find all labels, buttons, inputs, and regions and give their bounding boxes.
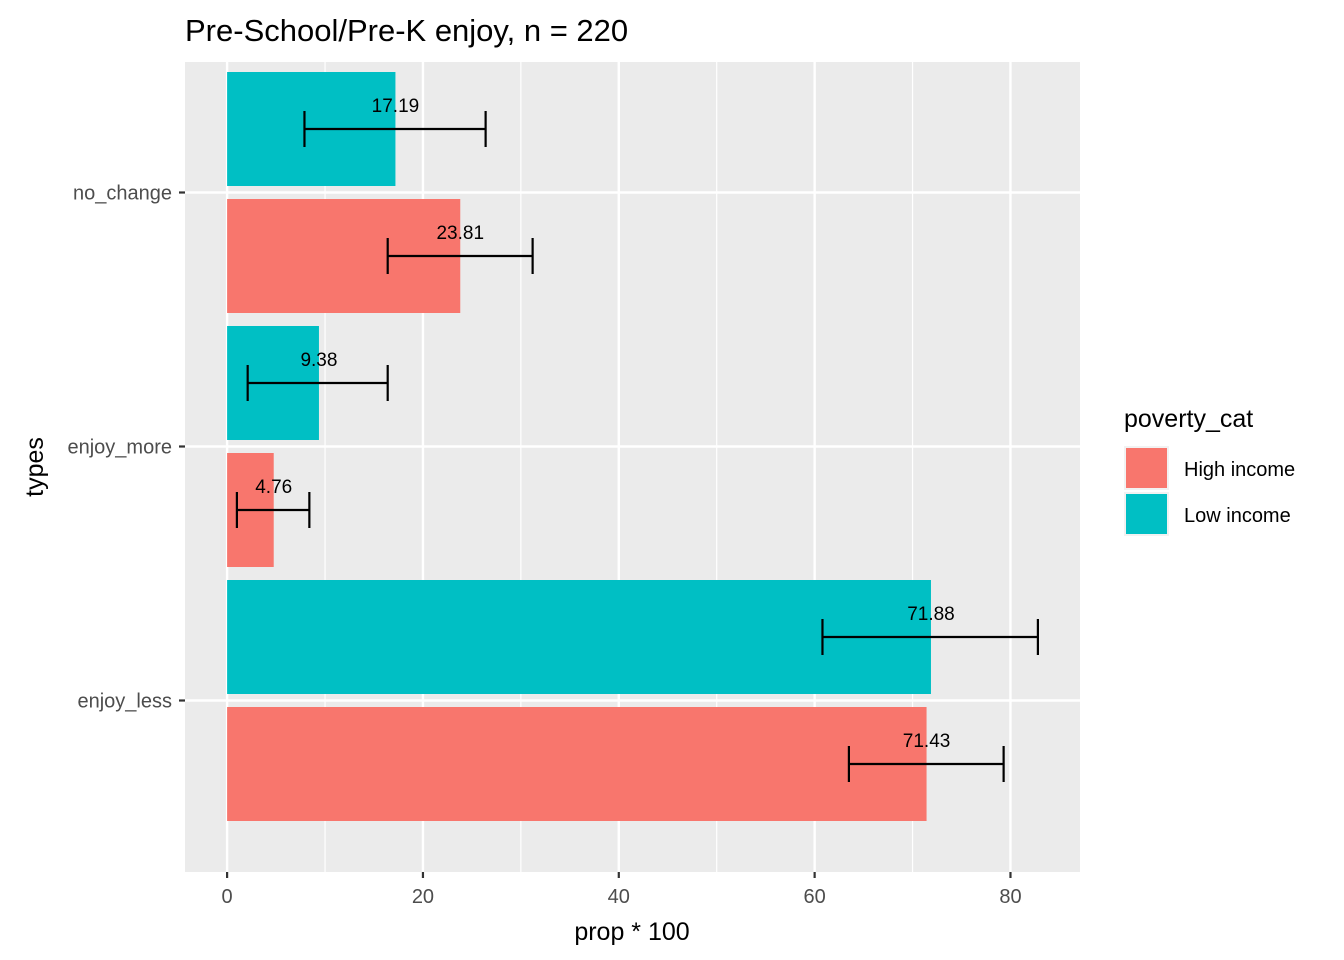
y-tick-label: enjoy_more [67,437,172,459]
data-label: 17.19 [372,96,420,117]
legend-title: poverty_cat [1124,405,1253,433]
y-tick-label: no_change [73,183,172,205]
y-axis: enjoy_less enjoy_more no_change [67,183,185,713]
y-axis-title: types [21,437,49,497]
legend-key [1126,448,1167,488]
data-label: 23.81 [436,223,484,244]
legend-key [1126,494,1167,534]
x-tick-label: 40 [608,886,630,908]
x-tick-label: 0 [222,886,233,908]
data-label: 71.88 [907,604,955,625]
data-label: 4.76 [255,477,292,498]
data-label: 71.43 [903,731,951,752]
x-tick-label: 60 [804,886,826,908]
legend: poverty_cat High income Low income [1124,405,1295,536]
data-label: 9.38 [300,350,337,371]
data-labels: 71.43 4.76 23.81 71.88 9.38 17.19 [255,96,955,752]
legend-label: Low income [1184,505,1291,527]
x-tick-label: 20 [412,886,434,908]
x-axis-title: prop * 100 [574,918,689,946]
y-tick-label: enjoy_less [77,691,172,713]
bars [227,72,931,821]
x-axis: 0 20 40 60 80 [222,872,1022,908]
bar [227,580,931,694]
x-tick-label: 80 [999,886,1021,908]
bar [227,707,927,821]
legend-label: High income [1184,459,1295,481]
error-bars [235,111,1039,782]
chart-title: Pre-School/Pre-K enjoy, n = 220 [185,13,628,48]
